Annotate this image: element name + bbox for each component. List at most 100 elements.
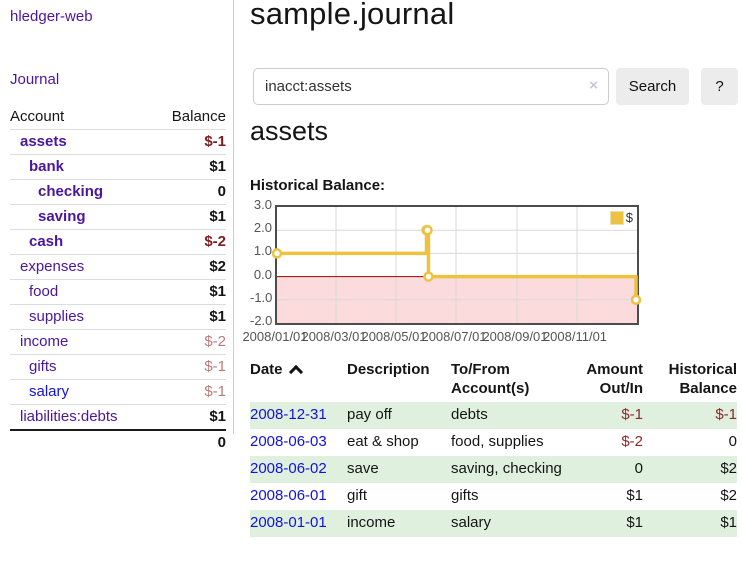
sidebar-account-link-cash[interactable]: cash — [29, 233, 64, 250]
sidebar-account-link-assets[interactable]: assets — [20, 133, 67, 150]
sidebar-account-balance: $1 — [209, 158, 226, 175]
sidebar-account-row: expenses $2 — [10, 254, 226, 280]
sidebar-accounts-table: Account Balance assets $-1 bank $1 checking 0… — [10, 105, 226, 455]
sidebar-account-balance: $1 — [209, 408, 226, 425]
register-date-link[interactable]: 2008-06-02 — [250, 460, 327, 477]
register-balance: $1 — [720, 514, 737, 531]
sidebar-account-balance: $-1 — [204, 133, 226, 150]
clear-search-icon[interactable]: × — [589, 77, 598, 94]
y-axis-label: 0.0 — [253, 266, 272, 282]
sidebar-account-link-income[interactable]: income — [20, 333, 69, 350]
sidebar-account-balance: $1 — [209, 283, 226, 300]
sidebar-account-row: food $1 — [10, 279, 226, 305]
help-button[interactable]: ? — [701, 68, 738, 105]
sidebar-total-value: 0 — [217, 434, 226, 451]
register-description: income — [347, 514, 396, 531]
sidebar-account-link-expenses[interactable]: expenses — [20, 258, 85, 275]
sidebar-account-link-checking[interactable]: checking — [38, 183, 104, 200]
sidebar-accounts-body: assets $-1 bank $1 checking 0 saving $1 cash $-2 e… — [10, 129, 226, 431]
register-accounts: gifts — [451, 487, 479, 504]
sidebar-account-row: gifts $-1 — [10, 354, 226, 380]
accounts-col-balance: Balance — [171, 108, 226, 125]
sidebar-account-balance: $-1 — [204, 358, 226, 375]
sidebar-account-link-bank[interactable]: bank — [29, 158, 65, 175]
register-balance: $2 — [720, 460, 737, 477]
search-input[interactable] — [253, 68, 609, 105]
y-axis-label: -1.0 — [250, 289, 273, 305]
sidebar-account-link-liabilities-debts[interactable]: liabilities:debts — [20, 408, 118, 425]
register-row[interactable]: 2008-12-31 pay off debts $-1 $-1 — [250, 402, 737, 429]
sidebar-account-balance: $1 — [209, 208, 226, 225]
register-accounts: food, supplies — [451, 433, 544, 450]
register-accounts: saving, checking — [451, 460, 562, 477]
sidebar-account-row: assets $-1 — [10, 129, 226, 155]
sidebar-account-link-food[interactable]: food — [29, 283, 59, 300]
sidebar-account-row: saving $1 — [10, 204, 226, 230]
register-header-row: Date Description To/From Account(s) Amou… — [250, 358, 737, 402]
register-table: Date Description To/From Account(s) Amou… — [250, 358, 737, 537]
page-title: sample.journal — [250, 0, 455, 31]
register-amount: $-1 — [621, 406, 643, 423]
register-accounts: salary — [451, 514, 492, 531]
search-button[interactable]: Search — [616, 68, 689, 105]
sidebar-account-row: cash $-2 — [10, 229, 226, 255]
accounts-header-row: Account Balance — [10, 105, 226, 130]
search-form: × Search ? — [250, 68, 738, 105]
y-axis-label: 2.0 — [253, 220, 272, 236]
col-date[interactable]: Date — [250, 358, 347, 402]
register-amount: $1 — [626, 487, 643, 504]
sidebar-total-row: 0 — [10, 430, 226, 455]
sidebar-account-balance: $1 — [209, 308, 226, 325]
register-description: gift — [347, 487, 368, 504]
sidebar-account-balance: $2 — [209, 258, 226, 275]
sidebar-account-balance: $-1 — [204, 383, 226, 400]
sidebar-account-balance: $-2 — [204, 333, 226, 350]
sidebar-account-row: bank $1 — [10, 154, 226, 180]
main-content: sample.journal × Search ? assets Histori… — [242, 0, 740, 582]
register-date-link[interactable]: 2008-06-01 — [250, 487, 327, 504]
legend-label: $ — [625, 210, 633, 225]
search-box: × — [253, 68, 609, 105]
brand-link[interactable]: hledger-web — [10, 8, 93, 25]
sidebar-account-balance: $-2 — [204, 233, 226, 250]
sidebar: hledger-web Journal Account Balance asse… — [0, 0, 234, 451]
register-description: pay off — [347, 406, 392, 423]
account-heading: assets — [250, 116, 329, 146]
register-balance: $-1 — [715, 406, 737, 423]
register-body: 2008-12-31 pay off debts $-1 $-1 2008-06-03 ea… — [250, 402, 737, 537]
register-date-link[interactable]: 2008-01-01 — [250, 514, 327, 531]
y-axis-label: 1.0 — [253, 243, 272, 259]
register-row[interactable]: 2008-06-02 save saving, checking 0 $2 — [250, 456, 737, 483]
sidebar-account-link-saving[interactable]: saving — [38, 208, 86, 225]
register-description: save — [347, 460, 379, 477]
x-axis-label: 2008/09/01 — [482, 329, 548, 344]
register-row[interactable]: 2008-06-03 eat & shop food, supplies $-2 0 — [250, 429, 737, 456]
chart-legend: $ — [609, 210, 633, 225]
register-date-link[interactable]: 2008-12-31 — [250, 406, 327, 423]
legend-swatch-icon — [609, 210, 624, 225]
col-amount: Amount Out/In — [586, 361, 643, 397]
register-date-link[interactable]: 2008-06-03 — [250, 433, 327, 450]
register-amount: 0 — [634, 460, 643, 477]
col-date-label: Date — [250, 361, 283, 378]
x-axis-label: 2008/05/01 — [361, 329, 427, 344]
chart-title: Historical Balance: — [250, 177, 386, 194]
sidebar-item-journal[interactable]: Journal — [10, 71, 60, 88]
sidebar-account-balance: 0 — [217, 183, 226, 200]
accounts-col-account: Account — [10, 108, 65, 125]
register-balance: 0 — [728, 433, 737, 450]
col-balance: Historical Balance — [668, 361, 737, 397]
chart-plot: $ — [271, 205, 642, 325]
y-axis-label: 3.0 — [253, 197, 272, 212]
register-amount: $-2 — [621, 433, 643, 450]
col-accounts: To/From Account(s) — [451, 361, 530, 397]
register-description: eat & shop — [347, 433, 419, 450]
sidebar-account-link-gifts[interactable]: gifts — [29, 358, 57, 375]
register-row[interactable]: 2008-01-01 income salary $1 $1 — [250, 510, 737, 537]
register-row[interactable]: 2008-06-01 gift gifts $1 $2 — [250, 483, 737, 510]
sidebar-account-link-salary[interactable]: salary — [29, 383, 70, 400]
sidebar-account-link-supplies[interactable]: supplies — [29, 308, 85, 325]
x-axis-label: 2008/07/01 — [421, 329, 487, 344]
chart-canvas — [271, 207, 642, 323]
